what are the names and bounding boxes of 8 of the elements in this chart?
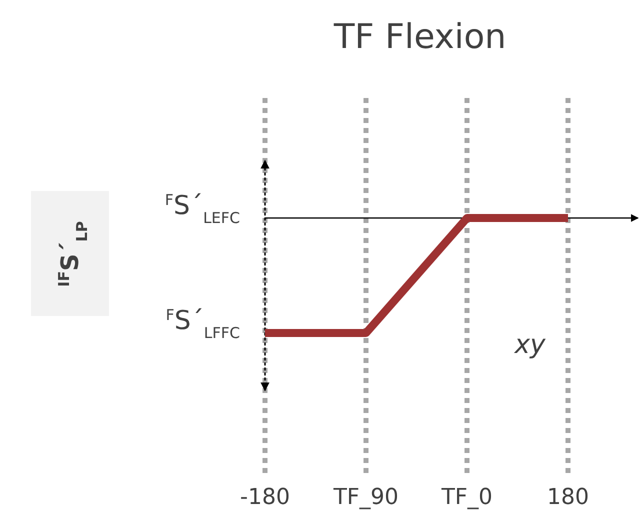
text: $^{F}$S´$_{LFFC}$	[166, 306, 240, 342]
x-tick-label: TF_0	[440, 485, 493, 510]
text: $^{F}$S´$_{LEFC}$	[164, 191, 240, 227]
x-tick-label: 180	[547, 485, 589, 510]
x-tick-label: -180	[240, 485, 290, 510]
annotation: xy	[514, 330, 546, 360]
x-tick-label: TF_90	[332, 485, 399, 510]
chart-title: TF Flexion	[332, 17, 506, 57]
